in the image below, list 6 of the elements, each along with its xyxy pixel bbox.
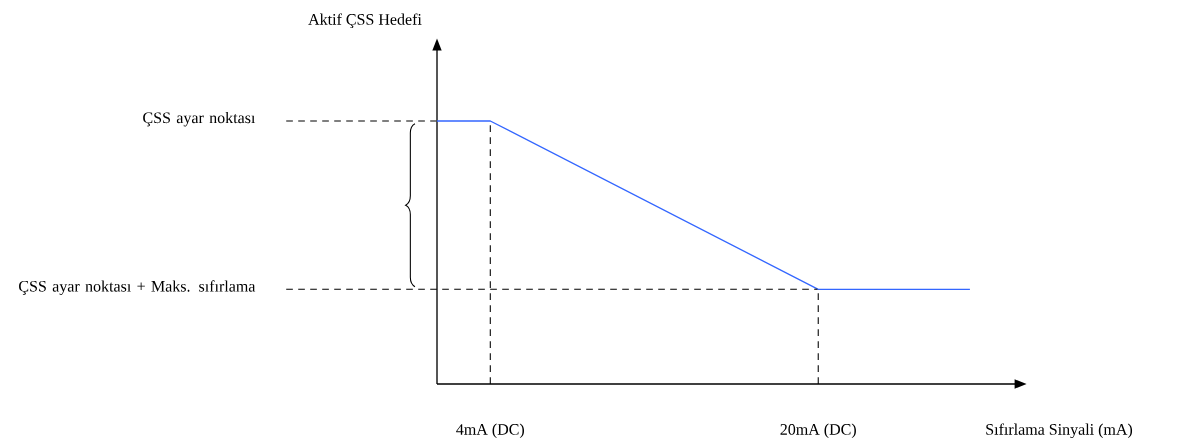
- x-axis-title: Sıfırlama Sinyali (mA): [986, 423, 1133, 439]
- x-tick-label: 20mA (DC): [780, 423, 856, 439]
- text: ÇSS ayar noktası + Maks. sıfırlama: [19, 280, 256, 295]
- x-tick-label: 4mA (DC): [456, 423, 525, 439]
- text: Aktif ÇSS Hedefi: [308, 13, 422, 29]
- text: ÇSS ayar noktası: [143, 111, 256, 127]
